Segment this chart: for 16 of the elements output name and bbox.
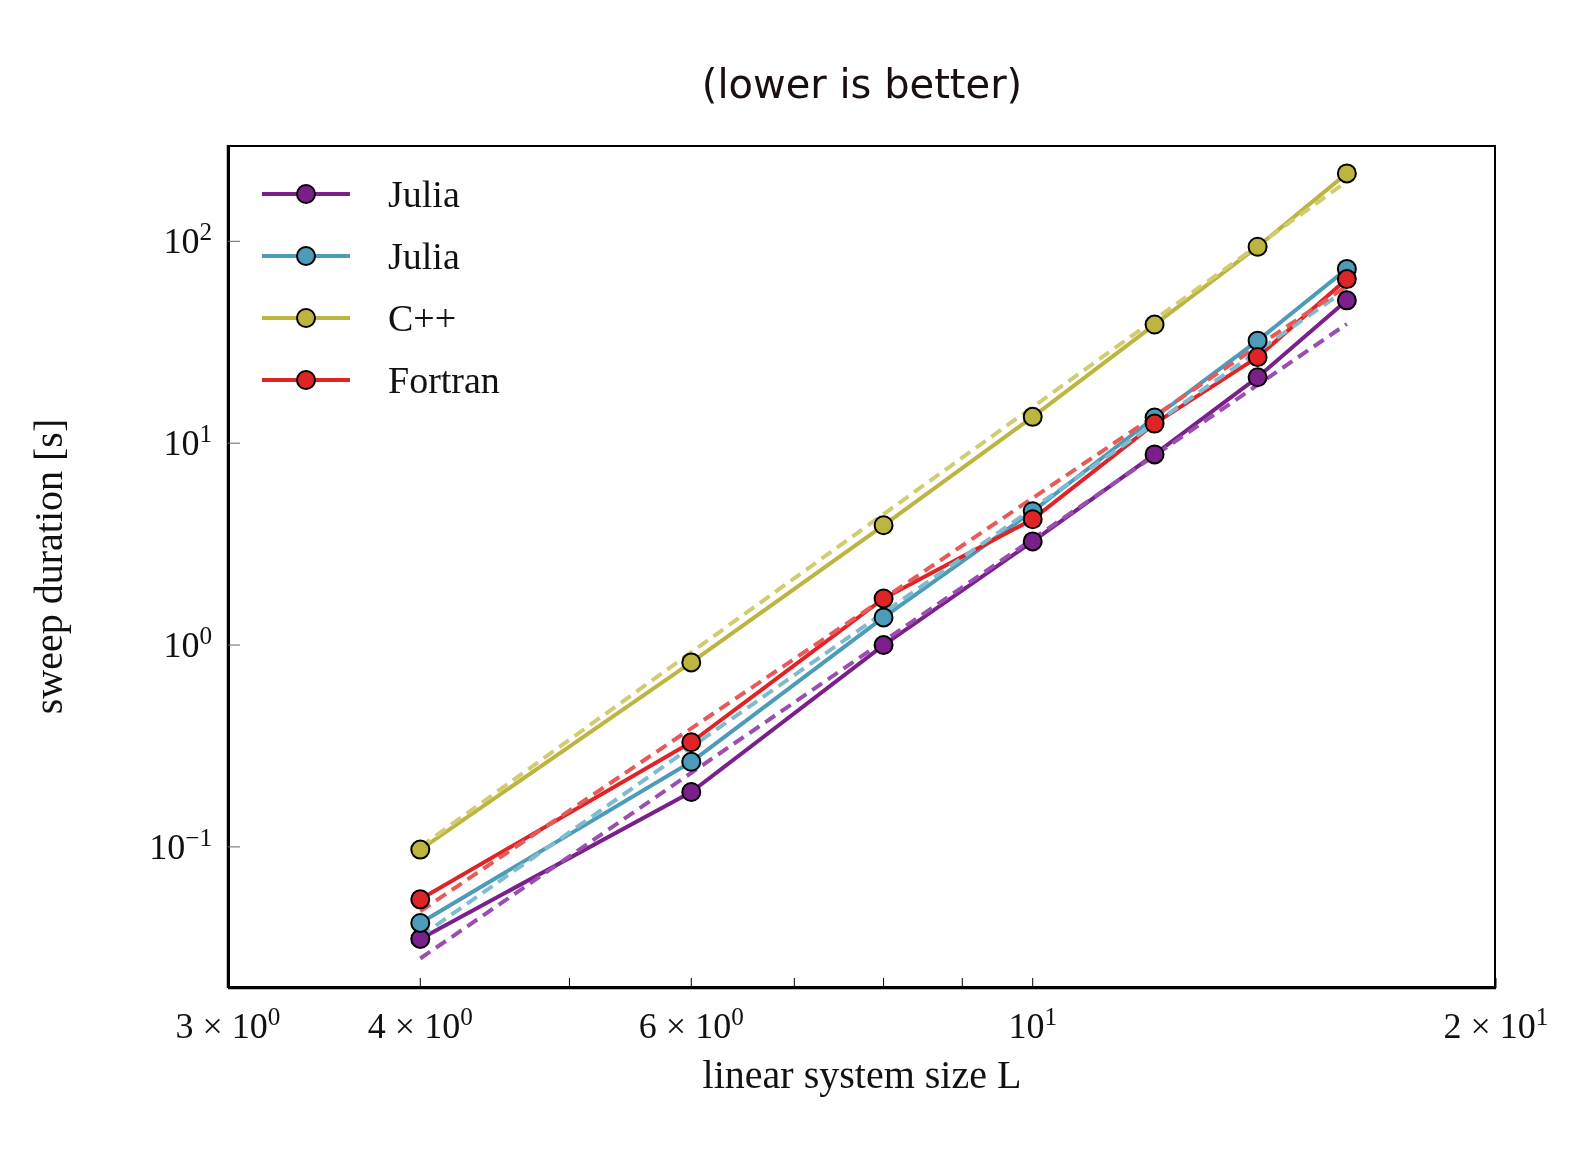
x-tick-label: 4 × 10$^{0}$ [367,1002,473,1046]
y-tick-label: 10$^{2}$ [163,217,212,262]
y-tick-label: 10$^{1}$ [163,419,212,464]
y-tick-label: 10$^{−1}$ [149,823,212,867]
chart-title: (lower is better) [701,61,1023,107]
x-tick-label: 10$^{1}$ [1008,1002,1058,1046]
x-tick-label: 3 × 10$^{0}$ [175,1002,281,1046]
legend-label: Julia [388,234,460,278]
legend-label: Julia [388,172,460,216]
y-axis-title: sweep duration [s] [26,418,72,715]
legend-label: C++ [388,296,457,340]
x-tick-label: 6 × 10$^{0}$ [638,1002,744,1046]
legend-label: Fortran [388,358,500,402]
x-axis-title: linear system size L [702,1052,1022,1097]
x-tick-label: 2 × 10$^{1}$ [1443,1002,1549,1046]
y-tick-label: 10$^{0}$ [163,621,212,666]
